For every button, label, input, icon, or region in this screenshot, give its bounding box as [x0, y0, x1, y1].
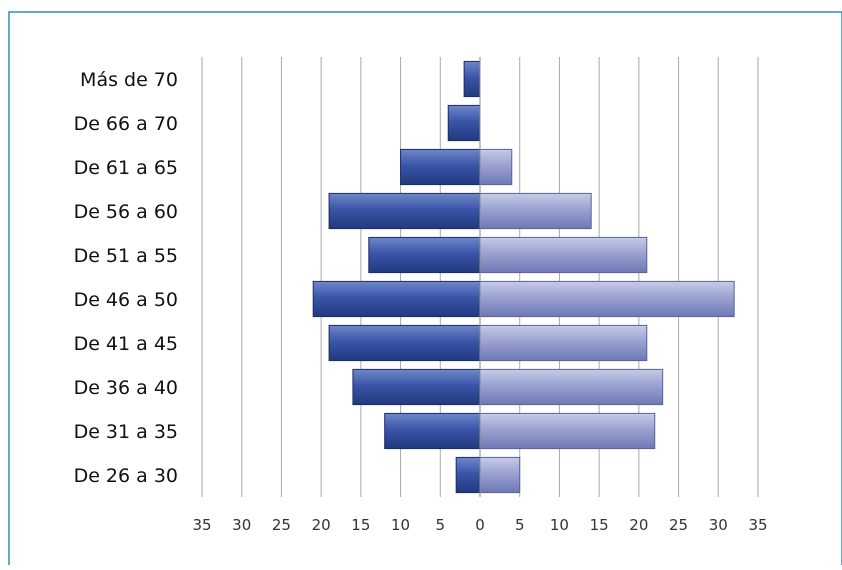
y-tick-label: De 41 a 45 — [74, 333, 178, 355]
bar-left — [328, 192, 481, 230]
frame-border — [8, 11, 842, 570]
x-tick-label: 10 — [391, 516, 410, 534]
bar-right — [479, 412, 656, 450]
bar-left — [455, 456, 481, 494]
x-tick-label: 5 — [515, 516, 525, 534]
bar-left — [447, 104, 481, 142]
y-tick-label: De 56 a 60 — [74, 201, 178, 223]
x-tick-label: 30 — [232, 516, 251, 534]
x-tick-label: 20 — [312, 516, 331, 534]
bar-right — [479, 192, 592, 230]
y-tick-labels: Más de 70 De 66 a 70 De 61 a 65 De 56 a 60 D… — [74, 69, 178, 487]
bar-right — [479, 324, 648, 362]
x-tick-label: 15 — [351, 516, 370, 534]
bar-left — [368, 236, 481, 274]
y-tick-label: De 51 a 55 — [74, 245, 178, 267]
y-tick-label: De 36 a 40 — [74, 377, 178, 399]
x-tick-label: 5 — [436, 516, 446, 534]
y-tick-label: De 26 a 30 — [74, 465, 178, 487]
x-tick-label: 30 — [709, 516, 728, 534]
bar-right — [479, 236, 648, 274]
bar-left — [352, 368, 481, 406]
bar-right — [479, 280, 735, 318]
x-tick-label: 35 — [748, 516, 767, 534]
bars — [312, 60, 735, 494]
x-tick-label: 35 — [192, 516, 211, 534]
y-tick-label: De 46 a 50 — [74, 289, 178, 311]
bar-left — [400, 148, 481, 186]
bar-left — [463, 60, 481, 98]
y-tick-label: De 61 a 65 — [74, 157, 178, 179]
bar-right — [479, 148, 513, 186]
bar-left — [384, 412, 481, 450]
x-tick-label: 0 — [475, 516, 485, 534]
x-tick-labels: 35 30 25 20 15 10 5 0 5 10 15 20 25 30 35 — [192, 516, 767, 534]
bar-left — [312, 280, 481, 318]
bar-right — [479, 456, 521, 494]
x-tick-label: 20 — [629, 516, 648, 534]
y-tick-label: Más de 70 — [80, 69, 178, 91]
bar-right — [479, 368, 664, 406]
x-tick-label: 10 — [550, 516, 569, 534]
x-tick-label: 25 — [272, 516, 291, 534]
bar-left — [328, 324, 481, 362]
y-tick-label: De 31 a 35 — [74, 421, 178, 443]
x-tick-label: 25 — [669, 516, 688, 534]
x-tick-label: 15 — [590, 516, 609, 534]
y-tick-label: De 66 a 70 — [74, 113, 178, 135]
